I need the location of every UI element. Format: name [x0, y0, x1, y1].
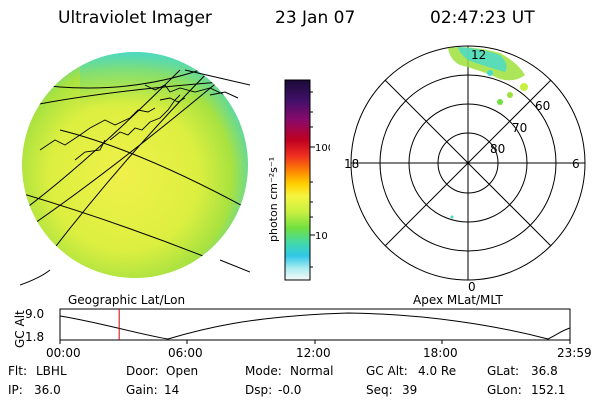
info-flt-value: LBHL — [36, 364, 67, 378]
info-dsp-label: Dsp: — [245, 383, 273, 397]
altitude-curve — [59, 312, 571, 340]
mlt-label-6: 6 — [572, 157, 580, 171]
info-door-label: Door: — [126, 364, 159, 378]
info-seq-value: 39 — [402, 383, 418, 397]
info-gcalt-value: 4.0 Re — [418, 364, 457, 378]
timeline-x-1200: 12:00 — [296, 346, 331, 360]
timeline-x-0000: 00:00 — [46, 346, 81, 360]
altitude-timeline — [59, 308, 571, 344]
timeline-y-max: 9.0 — [25, 307, 45, 321]
info-mode-label: Mode: — [245, 364, 282, 378]
info-glon-value: 152.1 — [531, 383, 566, 397]
mlt-label-0: 0 — [468, 280, 476, 294]
mlt-label-12: 12 — [471, 48, 486, 62]
auroral-patches — [448, 47, 528, 219]
info-mode-value: Normal — [290, 364, 334, 378]
info-glon-label: GLon: — [487, 383, 522, 397]
timeline-y-min: 1.8 — [25, 330, 45, 344]
timeline-x-0600: 06:00 — [168, 346, 203, 360]
timeline-x-1800: 18:00 — [423, 346, 458, 360]
time-label: 02:47:23 UT — [430, 8, 535, 28]
info-glat-value: 36.8 — [531, 364, 558, 378]
info-glat-label: GLat: — [487, 364, 520, 378]
info-gain-value: 14 — [164, 383, 180, 397]
geographic-image — [20, 52, 250, 286]
polar-plot: 12 18 6 0 60 70 80 — [344, 45, 586, 294]
timeline-frame — [59, 308, 571, 341]
lat-label-60: 60 — [535, 99, 550, 113]
info-ip-label: IP: — [8, 383, 23, 397]
instrument-title: Ultraviolet Imager — [58, 8, 212, 28]
date-label: 23 Jan 07 — [275, 8, 356, 28]
outside-lines — [20, 69, 250, 286]
timeline-x-2359: 23:59 — [557, 346, 592, 360]
info-seq-label: Seq: — [366, 383, 393, 397]
lat-label-70: 70 — [512, 121, 527, 135]
colorbar-gradient — [284, 79, 311, 281]
colorbar-unit-label: photon cm⁻²s⁻¹ — [267, 157, 280, 242]
info-flt-label: Flt: — [8, 364, 27, 378]
lat-label-80: 80 — [490, 142, 505, 156]
info-gain-label: Gain: — [126, 383, 158, 397]
coastlines — [39, 84, 236, 161]
left-panel-caption: Geographic Lat/Lon — [68, 293, 186, 307]
mlt-label-18: 18 — [344, 157, 359, 171]
colorbar: 100 10 photon cm⁻²s⁻¹ — [267, 79, 330, 281]
colorbar-tick-10: 10 — [315, 231, 328, 242]
info-gcalt-label: GC Alt: — [366, 364, 408, 378]
info-door-value: Open — [166, 364, 199, 378]
info-ip-value: 36.0 — [34, 383, 61, 397]
colorbar-tick-100: 100 — [315, 143, 330, 154]
right-panel-caption: Apex MLat/MLT — [413, 293, 503, 307]
info-dsp-value: -0.0 — [278, 383, 302, 397]
